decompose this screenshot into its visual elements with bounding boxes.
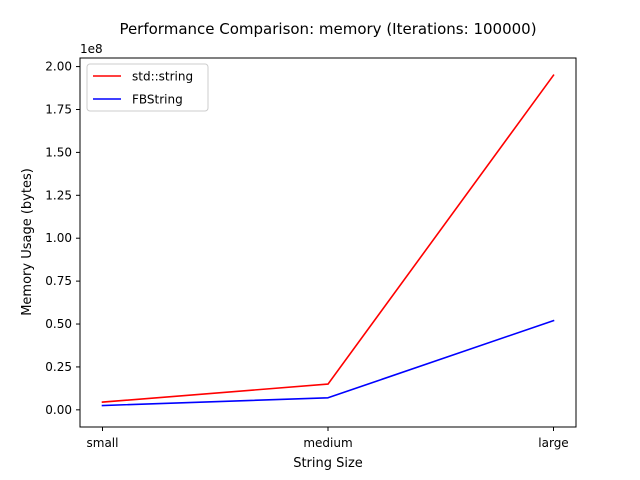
legend-label: std::string [132, 70, 193, 84]
x-axis-label: String Size [293, 456, 363, 471]
y-tick-label: 1.50 [45, 145, 72, 159]
y-tick-label: 0.25 [45, 360, 72, 374]
y-tick-label: 0.00 [45, 403, 72, 417]
y-tick-label: 2.00 [45, 60, 72, 74]
plot-area-frame [79, 57, 577, 428]
legend-label: FBString [132, 93, 183, 107]
y-tick-label: 0.75 [45, 274, 72, 288]
y-ticks: 0.00 0.25 0.50 0.75 1.00 1.25 1.50 1.75 2.00 [45, 60, 80, 417]
y-axis-offset-label: 1e8 [80, 42, 103, 56]
x-tick-label: medium [303, 436, 352, 450]
y-tick-label: 1.25 [45, 188, 72, 202]
series-lines [101, 74, 555, 407]
x-ticks: small medium large [87, 427, 569, 450]
x-tick-label: large [538, 436, 568, 450]
y-axis-label: Memory Usage (bytes) [20, 168, 35, 316]
x-tick-label: small [87, 436, 119, 450]
chart-title: Performance Comparison: memory (Iteratio… [119, 20, 536, 38]
y-tick-label: 0.50 [45, 317, 72, 331]
y-tick-label: 1.75 [45, 102, 72, 116]
y-tick-label: 1.00 [45, 231, 72, 245]
